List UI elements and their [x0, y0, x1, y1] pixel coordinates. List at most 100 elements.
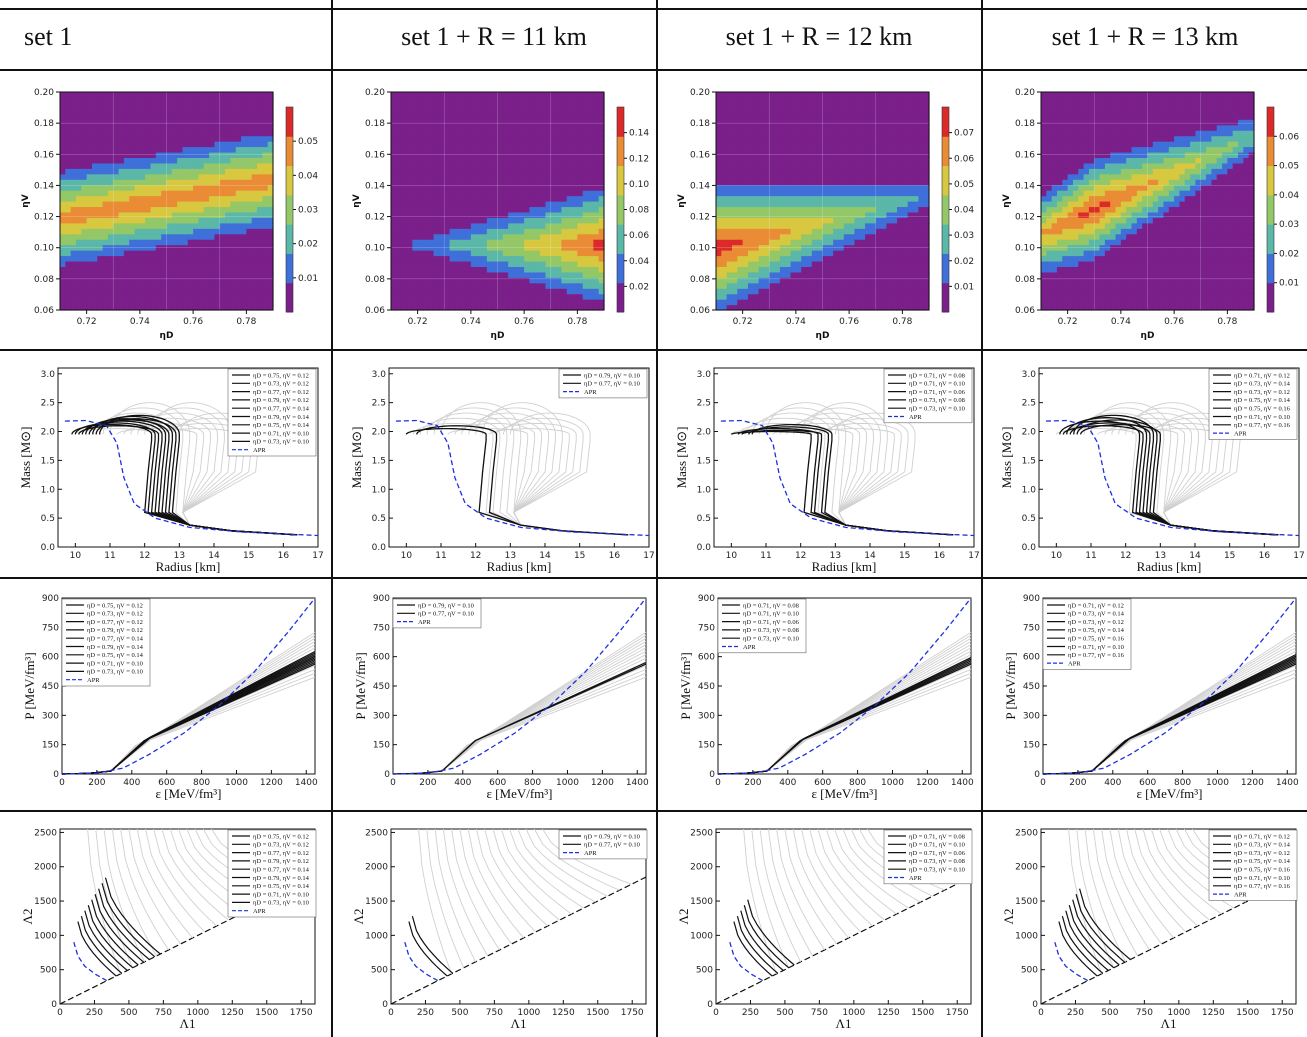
heatmap-cell [524, 173, 531, 180]
heatmap-cell [171, 271, 178, 278]
heatmap-cell [422, 108, 429, 115]
heatmap-cell [86, 211, 93, 218]
heatmap-cell [540, 228, 547, 235]
heatmap-cell [246, 97, 253, 104]
heatmap-cell [838, 282, 845, 289]
heatmap-cell [91, 97, 98, 104]
heatmap-cell [843, 113, 850, 120]
heatmap-cell [822, 184, 829, 191]
colorbar-tick-label: 0.07 [954, 129, 974, 139]
heatmap-cell [476, 239, 483, 246]
heatmap-cell [118, 201, 125, 208]
heatmap-cell [907, 277, 914, 284]
heatmap-cell [438, 288, 445, 295]
heatmap-cell [428, 304, 435, 311]
heatmap-cell [550, 146, 557, 153]
heatmap-cell [134, 250, 141, 257]
heatmap-cell [145, 92, 152, 99]
heatmap-cell [267, 102, 274, 109]
heatmap-cell [561, 211, 568, 218]
heatmap-cell [779, 239, 786, 246]
heatmap-cell [550, 108, 557, 115]
heatmap-cell [529, 244, 536, 251]
heatmap-cell [476, 293, 483, 300]
heatmap-cell [524, 293, 531, 300]
header-set-1-r12: set 1 + R = 12 km [725, 22, 913, 51]
heatmap-cell [262, 184, 269, 191]
heatmap-cell [391, 217, 397, 224]
heatmap-cell [795, 277, 802, 284]
heatmap-cell [865, 108, 872, 115]
heatmap-cell [817, 244, 824, 251]
heatmap-cell [513, 97, 520, 104]
heatmap-cell [582, 233, 589, 240]
heatmap-cell [758, 201, 765, 208]
heatmap-cell [529, 184, 536, 191]
heatmap-cell [742, 151, 749, 158]
heatmap-cell [897, 113, 903, 120]
heatmap-cell [923, 113, 930, 120]
heatmap-cell [230, 277, 237, 284]
heatmap-cell [219, 293, 226, 300]
heatmap-cell [891, 244, 898, 251]
heatmap-cell [129, 299, 136, 306]
heatmap-cell [572, 97, 578, 104]
heatmap-cell [508, 233, 515, 240]
x-tick-label: 0.74 [461, 317, 481, 327]
heatmap-cell [753, 168, 760, 175]
heatmap-cell [577, 179, 584, 186]
heatmap-cell [246, 260, 253, 267]
heatmap-cell [801, 201, 808, 208]
heatmap-cell [561, 271, 568, 278]
heatmap-cell [907, 233, 914, 240]
heatmap-cell [444, 97, 451, 104]
heatmap-cell [801, 190, 808, 197]
heatmap-cell [225, 102, 231, 109]
heatmap-cell [529, 299, 536, 306]
heatmap-cell [396, 211, 403, 218]
heatmap-cell [107, 135, 114, 142]
heatmap-cell [75, 135, 82, 142]
heatmap-cell [593, 260, 600, 267]
heatmap-cell [849, 157, 856, 164]
heatmap-cell [593, 102, 600, 109]
heatmap-cell [790, 92, 797, 99]
heatmap-cell [779, 277, 786, 284]
heatmap-cell [209, 195, 216, 202]
heatmap-cell [262, 113, 269, 120]
heatmap-cell [897, 119, 903, 126]
heatmap-cell [540, 168, 547, 175]
heatmap-cell [721, 244, 728, 251]
heatmap-cell [753, 179, 760, 186]
heatmap-cell [198, 179, 205, 186]
heatmap-cell [262, 233, 269, 240]
heatmap-cell [235, 195, 242, 202]
heatmap-cell [870, 217, 877, 224]
heatmap-cell [827, 113, 834, 120]
heatmap-cell [753, 293, 760, 300]
heatmap-cell [449, 250, 456, 257]
heatmap-cell [753, 228, 760, 235]
heatmap-cell [150, 271, 157, 278]
heatmap-cell [155, 228, 162, 235]
heatmap-cell [230, 239, 237, 246]
heatmap-cell [193, 206, 200, 213]
heatmap-cell [859, 135, 866, 142]
heatmap-cell [875, 151, 882, 158]
heatmap-cell [513, 92, 520, 99]
heatmap-cell [774, 222, 781, 229]
heatmap-cell [81, 299, 88, 306]
heatmap-cell [251, 228, 258, 235]
heatmap-cell [161, 277, 168, 284]
heatmap-cell [897, 260, 903, 267]
heatmap-cell [545, 190, 552, 197]
heatmap-cell [438, 255, 445, 262]
heatmap-cell [123, 173, 130, 180]
colorbar-tick-label: 0.14 [629, 129, 649, 139]
heatmap-cell [913, 113, 919, 120]
heatmap-cell [801, 162, 808, 169]
heatmap-cell [438, 271, 445, 278]
heatmap-cell [102, 124, 109, 131]
heatmap-cell [726, 304, 733, 311]
heatmap-cell [476, 250, 483, 257]
